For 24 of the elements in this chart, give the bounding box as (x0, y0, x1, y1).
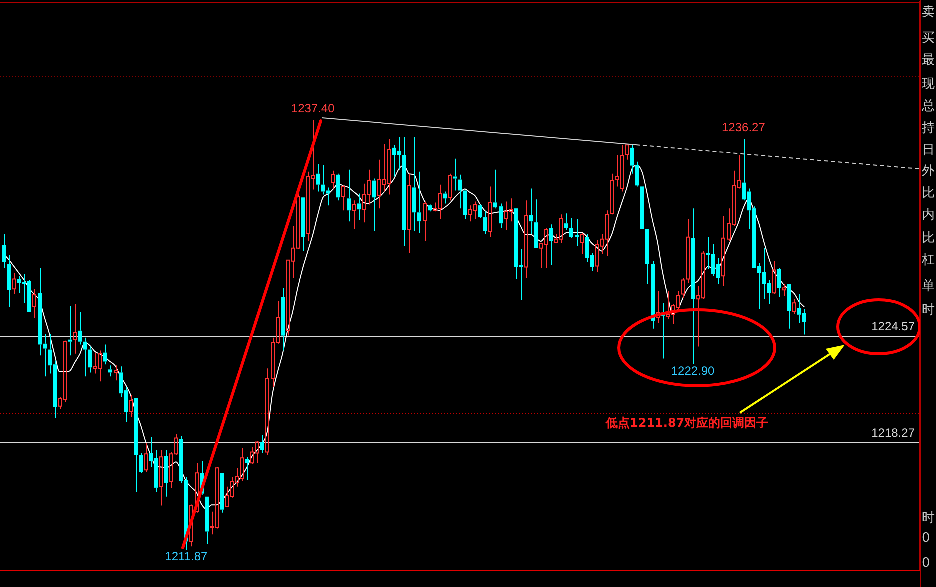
text: 现 (922, 77, 935, 93)
annotation: 1222.90 (671, 364, 716, 378)
text: 内 (922, 208, 935, 224)
text: 比 (922, 186, 935, 202)
text: 日 (922, 143, 935, 159)
annotation: 低点1211.87对应的回调因子 (605, 416, 769, 430)
text: 0 (922, 556, 930, 572)
text: 最 (922, 53, 935, 69)
y-tick-label: 1218.27 (872, 426, 916, 440)
text: 比 (922, 231, 935, 247)
text: 单 (922, 279, 935, 295)
annotation: 1236.27 (722, 120, 766, 134)
y-tick-label: 1224.57 (872, 320, 916, 334)
text: 总 (922, 99, 935, 115)
text: 外 (922, 164, 935, 180)
text: 时 (922, 511, 935, 527)
text: 时 (922, 303, 935, 319)
text: 持 (922, 121, 935, 137)
text: 买 (922, 31, 935, 47)
text: 卖 (922, 5, 935, 21)
text: 0 (922, 531, 930, 547)
annotation: 1211.87 (165, 550, 208, 564)
annotation: 1237.40 (291, 101, 336, 116)
text: 杠 (922, 253, 935, 269)
